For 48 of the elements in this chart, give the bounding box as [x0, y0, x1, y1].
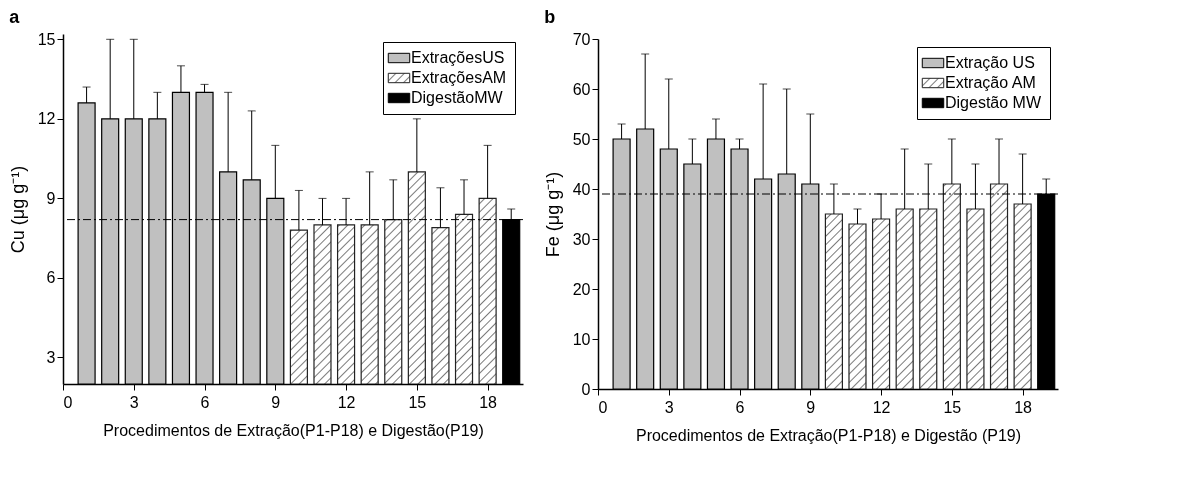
bar: [1013, 203, 1032, 389]
x-tick-label: 6: [735, 398, 745, 416]
y-tick-label: 40: [572, 180, 591, 198]
bar: [989, 183, 1009, 389]
x-tick-label: 15: [408, 393, 427, 411]
bar: [919, 208, 938, 389]
bar: [966, 208, 985, 389]
y-axis-title: Cu (μg g⁻¹): [7, 165, 28, 254]
x-axis-title: Procedimentos de Extração(P1-P18) e Digestão(P19): [103, 421, 484, 439]
y-tick-label: 6: [46, 269, 56, 287]
x-tick-label: 3: [664, 398, 674, 416]
bar: [848, 223, 867, 389]
bar: [824, 213, 843, 389]
y-tick-label: 10: [572, 330, 591, 348]
legend-label: Extração US: [945, 54, 1035, 71]
y-tick-label: 3: [46, 348, 56, 366]
x-axis-title: Procedimentos de Extração(P1-P18) e Digestão (P19): [635, 426, 1022, 444]
y-tick-label: 0: [581, 380, 591, 398]
x-tick-label: 3: [129, 393, 139, 411]
legend-label: ExtraçõesAM: [411, 69, 507, 86]
x-tick-label: 18: [1014, 398, 1033, 416]
x-tick-label: 18: [479, 393, 498, 411]
bar: [871, 218, 891, 389]
y-tick-label: 12: [37, 110, 56, 128]
y-tick-label: 30: [572, 230, 591, 248]
x-tick-label: 9: [271, 393, 281, 411]
legend-label: DigestãoMW: [411, 89, 504, 106]
legend-label: ExtraçõesUS: [411, 49, 505, 66]
legend-label: Digestão MW: [945, 94, 1042, 111]
y-tick-label: 50: [572, 130, 591, 148]
y-tick-label: 20: [572, 280, 591, 298]
legend-label: Extração AM: [945, 74, 1036, 91]
x-tick-label: 12: [872, 398, 891, 416]
x-tick-label: 6: [200, 393, 210, 411]
y-axis-title: Fe (μg g⁻¹): [542, 171, 563, 258]
chart-title: a: [9, 7, 21, 28]
x-tick-label: 15: [943, 398, 962, 416]
y-tick-label: 9: [46, 189, 56, 207]
x-tick-label: 9: [806, 398, 816, 416]
chart-title: b: [544, 7, 556, 27]
x-tick-label: 0: [63, 393, 73, 411]
bar: [942, 183, 961, 389]
y-tick-label: 60: [572, 80, 591, 98]
y-tick-label: 70: [572, 30, 591, 48]
bar: [895, 208, 914, 389]
x-tick-label: 0: [598, 398, 608, 416]
y-tick-label: 15: [37, 30, 56, 48]
x-tick-label: 12: [337, 393, 356, 411]
